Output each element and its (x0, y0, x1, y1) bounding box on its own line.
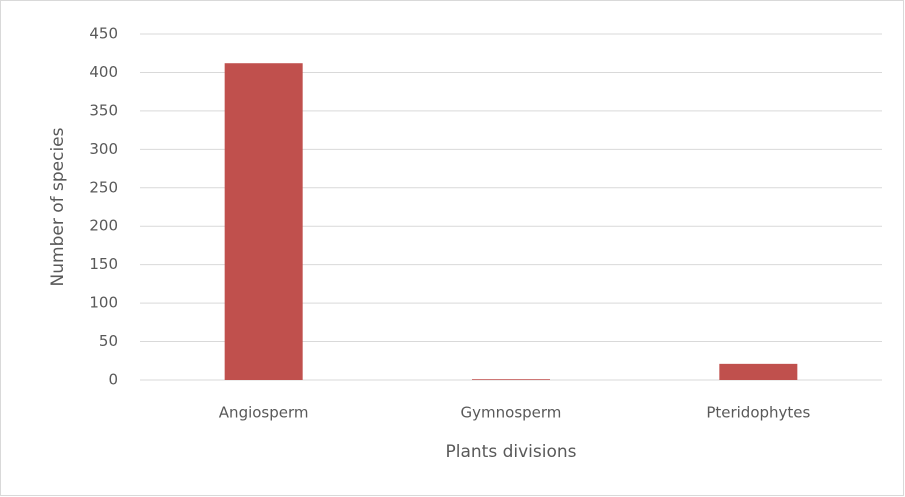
y-tick-label: 150 (89, 255, 118, 273)
y-tick-label: 200 (89, 217, 118, 235)
x-axis-title: Plants divisions (445, 442, 576, 462)
bar (472, 379, 550, 380)
y-tick-label: 450 (89, 25, 118, 43)
x-tick-label: Gymnosperm (461, 404, 562, 422)
bar (719, 363, 798, 380)
y-tick-label: 50 (99, 332, 118, 350)
y-tick-label: 400 (89, 63, 118, 81)
y-tick-label: 250 (89, 178, 118, 196)
y-axis-title: Number of species (48, 127, 68, 286)
y-tick-label: 100 (89, 294, 118, 312)
x-tick-label: Angiosperm (219, 404, 309, 422)
y-tick-label: 350 (89, 101, 118, 119)
y-tick-label: 300 (89, 140, 118, 158)
y-tick-label: 0 (108, 371, 118, 389)
bar (224, 63, 303, 381)
x-tick-label: Pteridophytes (706, 404, 810, 422)
